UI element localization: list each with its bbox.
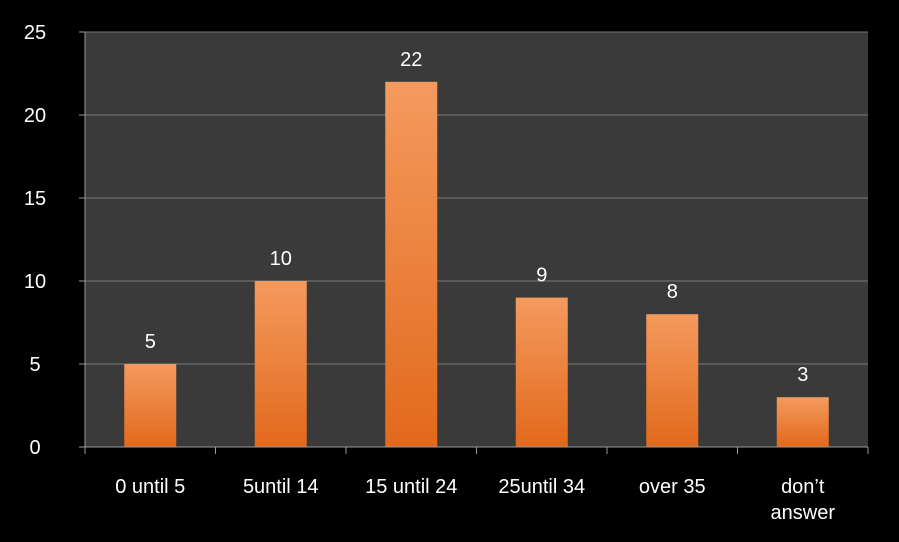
data-label: 8: [667, 281, 678, 303]
bar-0: [124, 364, 177, 447]
plot-area: [85, 32, 868, 447]
y-tick-label: 20: [24, 105, 46, 127]
data-label: 10: [270, 248, 292, 270]
bar-2: [385, 81, 438, 448]
x-category-label: 25until 34: [498, 476, 585, 498]
x-category-labels: 0 until 5 5until 14 15 until 24 25until 34 o…: [115, 476, 835, 524]
y-tick-labels: 0 5 10 15 20 25: [24, 22, 46, 459]
bar-3: [515, 297, 568, 447]
x-category-label: over 35: [639, 476, 706, 498]
y-tick-label: 25: [24, 22, 46, 44]
data-label: 22: [400, 49, 422, 71]
y-tick-label: 0: [29, 437, 40, 459]
y-tick-label: 10: [24, 271, 46, 293]
gridlines: [85, 31, 868, 365]
x-category-label: 0 until 5: [115, 476, 185, 498]
y-tick-label: 15: [24, 188, 46, 210]
bar-4: [646, 314, 699, 447]
data-label: 9: [536, 265, 547, 287]
axes: [79, 31, 869, 454]
x-category-label: don’t: [781, 476, 825, 498]
data-label: 5: [145, 331, 156, 353]
bar-1: [254, 281, 307, 447]
data-labels: 5 10 22 9 8 3: [145, 49, 809, 386]
bar-5: [776, 397, 829, 447]
bars: [124, 81, 829, 448]
y-tick-label: 5: [29, 354, 40, 376]
x-category-label: answer: [771, 502, 836, 524]
x-category-label: 15 until 24: [365, 476, 457, 498]
x-category-label: 5until 14: [243, 476, 319, 498]
data-label: 3: [797, 364, 808, 386]
